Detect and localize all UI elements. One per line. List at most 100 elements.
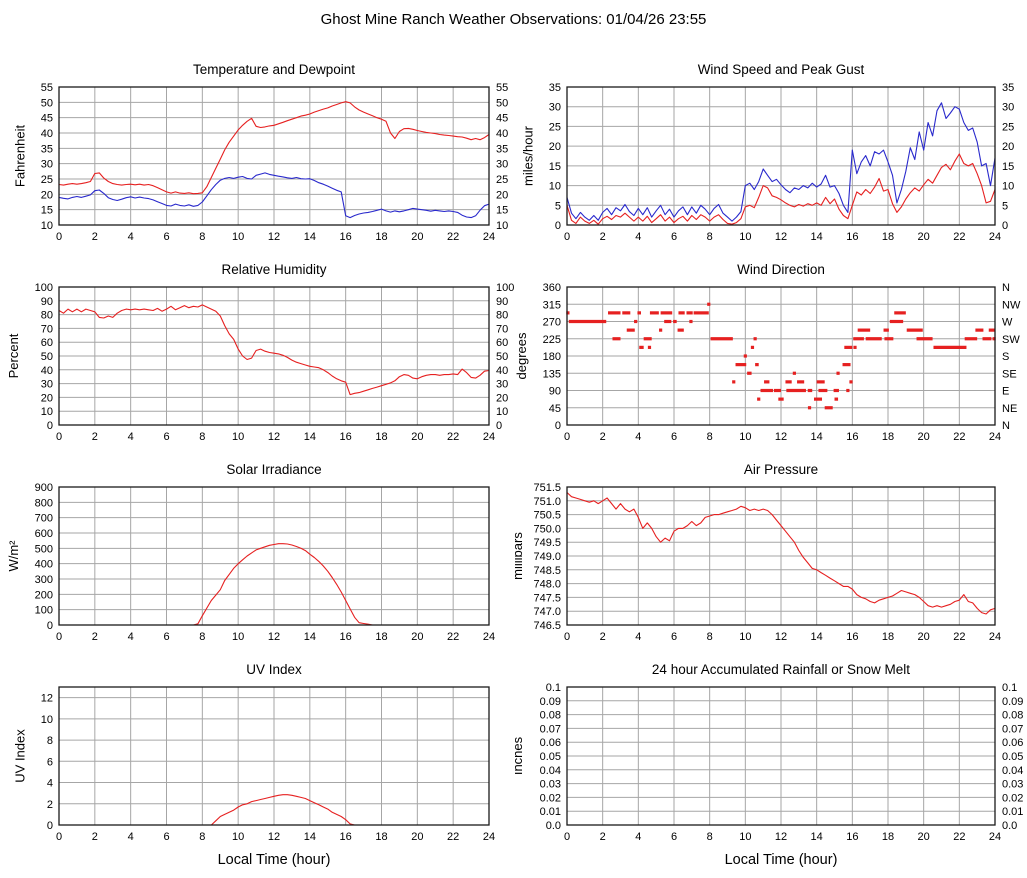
svg-text:24: 24 bbox=[483, 231, 495, 243]
svg-text:0.04: 0.04 bbox=[1002, 765, 1023, 777]
wind-direction-plot: 0 2 4 6 8 10 12 14 16 18 20 22 240459013518022527031… bbox=[515, 262, 1021, 443]
svg-text:N: N bbox=[1002, 420, 1010, 432]
svg-text:700: 700 bbox=[35, 513, 53, 525]
svg-text:0: 0 bbox=[47, 820, 53, 832]
svg-text:4: 4 bbox=[128, 831, 134, 843]
svg-text:Solar Irradiance: Solar Irradiance bbox=[226, 462, 321, 477]
svg-text:70: 70 bbox=[41, 323, 53, 335]
svg-text:0: 0 bbox=[1002, 220, 1008, 232]
svg-text:Temperature and Dewpoint: Temperature and Dewpoint bbox=[193, 62, 355, 77]
svg-text:0: 0 bbox=[56, 831, 62, 843]
svg-text:N: N bbox=[1002, 282, 1010, 294]
svg-text:Fahrenheit: Fahrenheit bbox=[12, 125, 27, 188]
svg-text:4: 4 bbox=[635, 831, 641, 843]
svg-text:14: 14 bbox=[304, 231, 316, 243]
svg-text:18: 18 bbox=[882, 631, 894, 643]
svg-text:14: 14 bbox=[304, 831, 316, 843]
svg-text:225: 225 bbox=[543, 334, 561, 346]
svg-text:10: 10 bbox=[739, 631, 751, 643]
svg-text:20: 20 bbox=[496, 392, 508, 404]
svg-text:24: 24 bbox=[989, 631, 1001, 643]
svg-text:0.05: 0.05 bbox=[540, 751, 561, 763]
svg-text:S: S bbox=[1002, 351, 1009, 363]
svg-text:22: 22 bbox=[447, 231, 459, 243]
svg-text:SW: SW bbox=[1002, 334, 1020, 346]
svg-text:25: 25 bbox=[41, 174, 53, 186]
svg-text:0.0: 0.0 bbox=[546, 820, 561, 832]
svg-text:0.01: 0.01 bbox=[540, 806, 561, 818]
svg-text:60: 60 bbox=[496, 337, 508, 349]
svg-text:55: 55 bbox=[41, 82, 53, 94]
svg-text:Air Pressure: Air Pressure bbox=[744, 462, 818, 477]
rainfall-chart: 0 2 4 6 8 10 12 14 16 18 20 22 24 0.0 0.01 0.02 0.03 0.04… bbox=[515, 650, 1027, 878]
svg-text:14: 14 bbox=[811, 431, 823, 443]
svg-text:2: 2 bbox=[92, 631, 98, 643]
svg-text:Percent: Percent bbox=[6, 333, 21, 378]
air-pressure-chart: 0 2 4 6 8 10 12 14 16 18 20 22 24 746.5 747.0 747.5 748.… bbox=[515, 450, 1027, 650]
svg-text:55: 55 bbox=[496, 82, 508, 94]
svg-text:15: 15 bbox=[549, 161, 561, 173]
svg-text:0.08: 0.08 bbox=[540, 710, 561, 722]
svg-text:18: 18 bbox=[882, 231, 894, 243]
svg-text:24: 24 bbox=[989, 831, 1001, 843]
svg-text:6: 6 bbox=[163, 831, 169, 843]
svg-text:747.5: 747.5 bbox=[533, 592, 561, 604]
svg-text:NE: NE bbox=[1002, 403, 1017, 415]
svg-text:20: 20 bbox=[549, 141, 561, 153]
svg-text:10: 10 bbox=[232, 231, 244, 243]
svg-text:24: 24 bbox=[483, 631, 495, 643]
svg-text:70: 70 bbox=[496, 323, 508, 335]
svg-text:6: 6 bbox=[671, 431, 677, 443]
svg-text:2: 2 bbox=[47, 799, 53, 811]
svg-text:8: 8 bbox=[707, 631, 713, 643]
svg-text:100: 100 bbox=[35, 282, 53, 294]
svg-text:12: 12 bbox=[268, 831, 280, 843]
svg-text:135: 135 bbox=[543, 368, 561, 380]
svg-text:22: 22 bbox=[953, 231, 965, 243]
svg-text:0: 0 bbox=[47, 420, 53, 432]
svg-text:10: 10 bbox=[232, 831, 244, 843]
svg-text:35: 35 bbox=[41, 143, 53, 155]
svg-text:30: 30 bbox=[1002, 102, 1014, 114]
svg-text:50: 50 bbox=[496, 97, 508, 109]
svg-text:14: 14 bbox=[304, 631, 316, 643]
svg-text:22: 22 bbox=[953, 431, 965, 443]
svg-text:Wind Direction: Wind Direction bbox=[737, 262, 825, 277]
svg-text:0.06: 0.06 bbox=[1002, 737, 1023, 749]
svg-text:14: 14 bbox=[811, 231, 823, 243]
svg-text:60: 60 bbox=[41, 337, 53, 349]
svg-text:0.0: 0.0 bbox=[1002, 820, 1017, 832]
svg-text:2: 2 bbox=[92, 431, 98, 443]
svg-text:0.01: 0.01 bbox=[1002, 806, 1023, 818]
svg-text:600: 600 bbox=[35, 528, 53, 540]
svg-text:0: 0 bbox=[56, 631, 62, 643]
svg-text:30: 30 bbox=[41, 159, 53, 171]
svg-text:2: 2 bbox=[600, 231, 606, 243]
svg-text:900: 900 bbox=[35, 482, 53, 494]
svg-text:748.0: 748.0 bbox=[533, 579, 561, 591]
svg-text:45: 45 bbox=[496, 113, 508, 125]
svg-text:20: 20 bbox=[41, 392, 53, 404]
charts-grid: 0 2 4 6 8 10 12 14 16 18 20 22 24 10 15 20 25 30 35 40 45 50 5… bbox=[0, 50, 1027, 878]
svg-text:40: 40 bbox=[41, 365, 53, 377]
svg-text:10: 10 bbox=[232, 631, 244, 643]
svg-text:748.5: 748.5 bbox=[533, 565, 561, 577]
svg-text:20: 20 bbox=[918, 631, 930, 643]
svg-text:22: 22 bbox=[447, 831, 459, 843]
svg-text:10: 10 bbox=[232, 431, 244, 443]
svg-text:0: 0 bbox=[555, 420, 561, 432]
svg-text:30: 30 bbox=[496, 379, 508, 391]
svg-text:45: 45 bbox=[549, 403, 561, 415]
svg-text:100: 100 bbox=[35, 605, 53, 617]
svg-text:0: 0 bbox=[56, 231, 62, 243]
svg-text:749.0: 749.0 bbox=[533, 551, 561, 563]
svg-text:UV Index: UV Index bbox=[246, 662, 302, 677]
svg-text:0: 0 bbox=[496, 420, 502, 432]
svg-text:24: 24 bbox=[483, 831, 495, 843]
svg-text:50: 50 bbox=[41, 351, 53, 363]
svg-text:2: 2 bbox=[600, 431, 606, 443]
svg-text:0: 0 bbox=[564, 431, 570, 443]
svg-text:35: 35 bbox=[496, 143, 508, 155]
svg-text:40: 40 bbox=[41, 128, 53, 140]
